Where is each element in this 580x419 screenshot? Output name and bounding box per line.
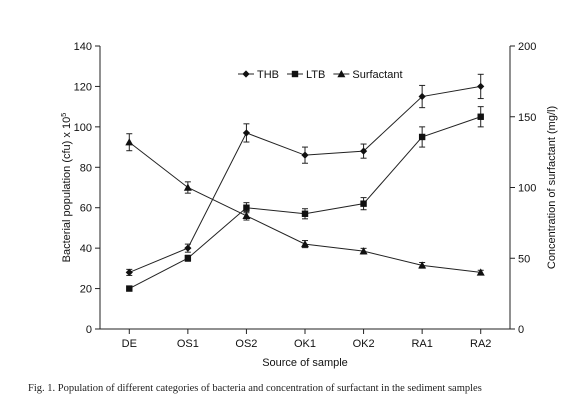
ltb-point <box>243 204 250 211</box>
x-tick-label: OK2 <box>353 338 375 350</box>
left-axis-title: Bacterial population (cfu) x 105 <box>59 113 73 263</box>
left-tick-label: 80 <box>80 162 92 174</box>
right-tick-label: 50 <box>518 253 530 265</box>
legend-ltb-label: LTB <box>306 69 325 81</box>
x-tick-label: OS1 <box>177 338 199 350</box>
chart: 0 20 40 60 80 100 120 140 0 50 100 150 200 DE OS1 OS2 OK… <box>59 41 558 369</box>
ltb-point <box>360 200 367 207</box>
right-axis-title: Concentration of surfactant (mg/l) <box>546 106 558 269</box>
left-tick-label: 0 <box>86 324 92 336</box>
surfactant-point <box>301 240 309 248</box>
legend: THB LTB Surfactant <box>238 69 403 81</box>
ltb-point <box>418 133 426 141</box>
ltb-point <box>301 210 309 217</box>
legend-thb-label: THB <box>257 69 279 81</box>
x-tick-label: RA2 <box>470 338 491 350</box>
left-tick-label: 100 <box>74 122 92 134</box>
x-tick-label: RA1 <box>411 338 432 350</box>
ltb-point <box>126 285 133 292</box>
left-tick-label: 120 <box>74 81 92 93</box>
axes: 0 20 40 60 80 100 120 140 0 50 100 150 200 DE OS1 OS2 OK… <box>59 41 558 369</box>
right-tick-label: 100 <box>518 183 536 195</box>
surfactant-point <box>418 261 427 269</box>
legend-surfactant-marker <box>337 70 346 78</box>
surfactant-point <box>476 268 485 276</box>
x-tick-label: OK1 <box>294 338 316 350</box>
ltb-point <box>184 255 192 262</box>
right-tick-label: 200 <box>518 41 536 53</box>
thb-point <box>301 151 309 159</box>
surfactant-point <box>183 183 192 191</box>
surfactant-point <box>242 211 251 219</box>
thb-point <box>184 244 192 252</box>
x-tick-label: DE <box>122 338 137 350</box>
legend-ltb-marker <box>291 70 299 78</box>
surfactant-point <box>359 247 368 255</box>
right-tick-label: 0 <box>518 324 524 336</box>
right-tick-label: 150 <box>518 112 536 124</box>
x-tick-label: OS2 <box>235 338 257 350</box>
series-markers <box>125 82 485 292</box>
thb-point <box>242 129 251 137</box>
left-tick-label: 20 <box>80 284 92 296</box>
legend-surfactant-label: Surfactant <box>352 69 402 81</box>
left-tick-label: 60 <box>80 203 92 215</box>
left-tick-label: 40 <box>80 243 92 255</box>
legend-thb-marker <box>242 70 250 78</box>
thb-point <box>125 268 133 276</box>
thb-point <box>477 82 485 91</box>
thb-point <box>418 92 426 101</box>
ltb-point <box>477 113 484 120</box>
surfactant-point <box>125 138 134 146</box>
x-axis-title: Source of sample <box>262 357 348 369</box>
thb-point <box>359 147 368 155</box>
ltb-line <box>129 116 481 290</box>
series-lines <box>128 85 481 290</box>
left-tick-label: 140 <box>74 41 92 53</box>
figure-caption: Fig. 1. Population of different categori… <box>28 383 482 394</box>
